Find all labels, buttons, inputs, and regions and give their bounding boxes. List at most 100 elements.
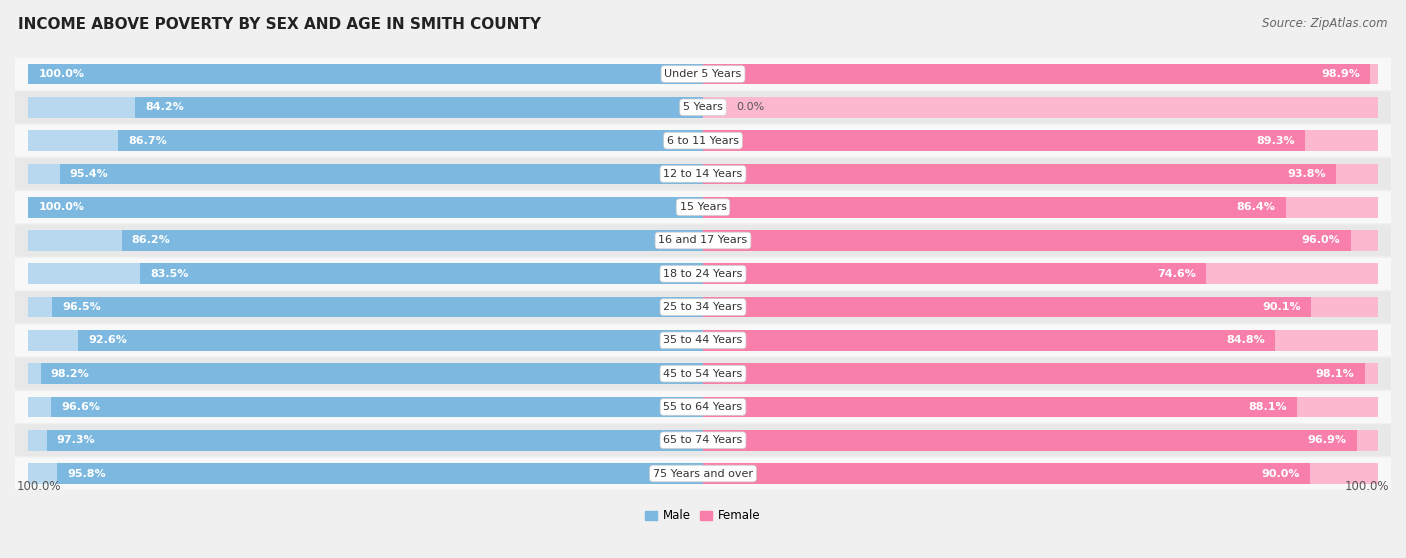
Bar <box>703 64 1369 84</box>
Bar <box>703 197 1378 218</box>
Text: 88.1%: 88.1% <box>1249 402 1286 412</box>
Bar <box>703 463 1378 484</box>
Bar <box>703 397 1378 417</box>
Bar <box>703 230 1351 251</box>
Text: 90.0%: 90.0% <box>1261 469 1301 479</box>
Bar <box>703 230 1378 251</box>
Bar <box>28 463 703 484</box>
Bar <box>703 397 1298 417</box>
Bar <box>56 463 703 484</box>
Legend: Male, Female: Male, Female <box>641 504 765 527</box>
Text: Under 5 Years: Under 5 Years <box>665 69 741 79</box>
Bar <box>28 397 703 417</box>
Text: 97.3%: 97.3% <box>56 435 96 445</box>
Text: 35 to 44 Years: 35 to 44 Years <box>664 335 742 345</box>
Bar <box>703 197 1285 218</box>
Text: 84.2%: 84.2% <box>145 102 184 112</box>
Text: 100.0%: 100.0% <box>38 202 84 212</box>
Bar <box>59 163 703 184</box>
Text: 15 Years: 15 Years <box>679 202 727 212</box>
Bar <box>703 131 1378 151</box>
Bar <box>703 263 1378 284</box>
Bar <box>28 64 703 84</box>
Text: 98.2%: 98.2% <box>51 369 90 379</box>
Bar <box>28 363 703 384</box>
Bar <box>703 463 1310 484</box>
Text: 100.0%: 100.0% <box>17 480 60 493</box>
Bar <box>121 230 703 251</box>
Bar <box>28 230 703 251</box>
Bar <box>703 363 1378 384</box>
Text: 6 to 11 Years: 6 to 11 Years <box>666 136 740 146</box>
Bar <box>703 297 1378 318</box>
FancyBboxPatch shape <box>15 458 1391 489</box>
Text: 96.5%: 96.5% <box>62 302 101 312</box>
Text: 98.9%: 98.9% <box>1322 69 1360 79</box>
Bar <box>118 131 703 151</box>
Text: 55 to 64 Years: 55 to 64 Years <box>664 402 742 412</box>
FancyBboxPatch shape <box>15 324 1391 357</box>
Text: 100.0%: 100.0% <box>1346 480 1389 493</box>
Bar <box>703 131 1305 151</box>
Bar <box>46 430 703 450</box>
Text: 90.1%: 90.1% <box>1263 302 1301 312</box>
Text: 45 to 54 Years: 45 to 54 Years <box>664 369 742 379</box>
Text: 75 Years and over: 75 Years and over <box>652 469 754 479</box>
Bar <box>28 163 703 184</box>
Text: INCOME ABOVE POVERTY BY SEX AND AGE IN SMITH COUNTY: INCOME ABOVE POVERTY BY SEX AND AGE IN S… <box>18 17 541 32</box>
Text: 95.8%: 95.8% <box>67 469 105 479</box>
Text: 96.6%: 96.6% <box>62 402 101 412</box>
Text: Source: ZipAtlas.com: Source: ZipAtlas.com <box>1263 17 1388 30</box>
Bar <box>703 330 1275 350</box>
Bar <box>703 430 1357 450</box>
FancyBboxPatch shape <box>15 291 1391 323</box>
Bar <box>52 397 703 417</box>
Text: 5 Years: 5 Years <box>683 102 723 112</box>
FancyBboxPatch shape <box>15 124 1391 157</box>
Text: 86.7%: 86.7% <box>128 136 167 146</box>
FancyBboxPatch shape <box>15 191 1391 223</box>
FancyBboxPatch shape <box>15 58 1391 90</box>
Bar <box>135 97 703 118</box>
Bar <box>52 297 703 318</box>
Text: 25 to 34 Years: 25 to 34 Years <box>664 302 742 312</box>
Bar <box>28 430 703 450</box>
Bar <box>703 64 1378 84</box>
Text: 96.0%: 96.0% <box>1302 235 1340 246</box>
Bar <box>28 197 703 218</box>
Bar <box>703 363 1365 384</box>
Bar <box>703 163 1378 184</box>
Text: 0.0%: 0.0% <box>737 102 765 112</box>
Text: 84.8%: 84.8% <box>1226 335 1265 345</box>
Text: 93.8%: 93.8% <box>1286 169 1326 179</box>
FancyBboxPatch shape <box>15 358 1391 389</box>
Bar <box>28 131 703 151</box>
Bar <box>41 363 703 384</box>
Text: 16 and 17 Years: 16 and 17 Years <box>658 235 748 246</box>
Bar <box>139 263 703 284</box>
Bar <box>28 64 703 84</box>
Bar <box>28 263 703 284</box>
Text: 89.3%: 89.3% <box>1257 136 1295 146</box>
Text: 98.1%: 98.1% <box>1316 369 1354 379</box>
Bar <box>703 297 1310 318</box>
Text: 86.2%: 86.2% <box>132 235 170 246</box>
Bar <box>703 330 1378 350</box>
Text: 12 to 14 Years: 12 to 14 Years <box>664 169 742 179</box>
Text: 18 to 24 Years: 18 to 24 Years <box>664 269 742 279</box>
Bar <box>79 330 703 350</box>
Bar <box>28 330 703 350</box>
FancyBboxPatch shape <box>15 258 1391 290</box>
Bar <box>28 297 703 318</box>
Text: 100.0%: 100.0% <box>38 69 84 79</box>
Text: 74.6%: 74.6% <box>1157 269 1197 279</box>
FancyBboxPatch shape <box>15 391 1391 423</box>
FancyBboxPatch shape <box>15 224 1391 257</box>
Text: 83.5%: 83.5% <box>150 269 188 279</box>
Bar <box>703 263 1206 284</box>
FancyBboxPatch shape <box>15 424 1391 456</box>
Text: 86.4%: 86.4% <box>1237 202 1275 212</box>
Text: 65 to 74 Years: 65 to 74 Years <box>664 435 742 445</box>
Text: 92.6%: 92.6% <box>89 335 128 345</box>
Bar <box>703 430 1378 450</box>
